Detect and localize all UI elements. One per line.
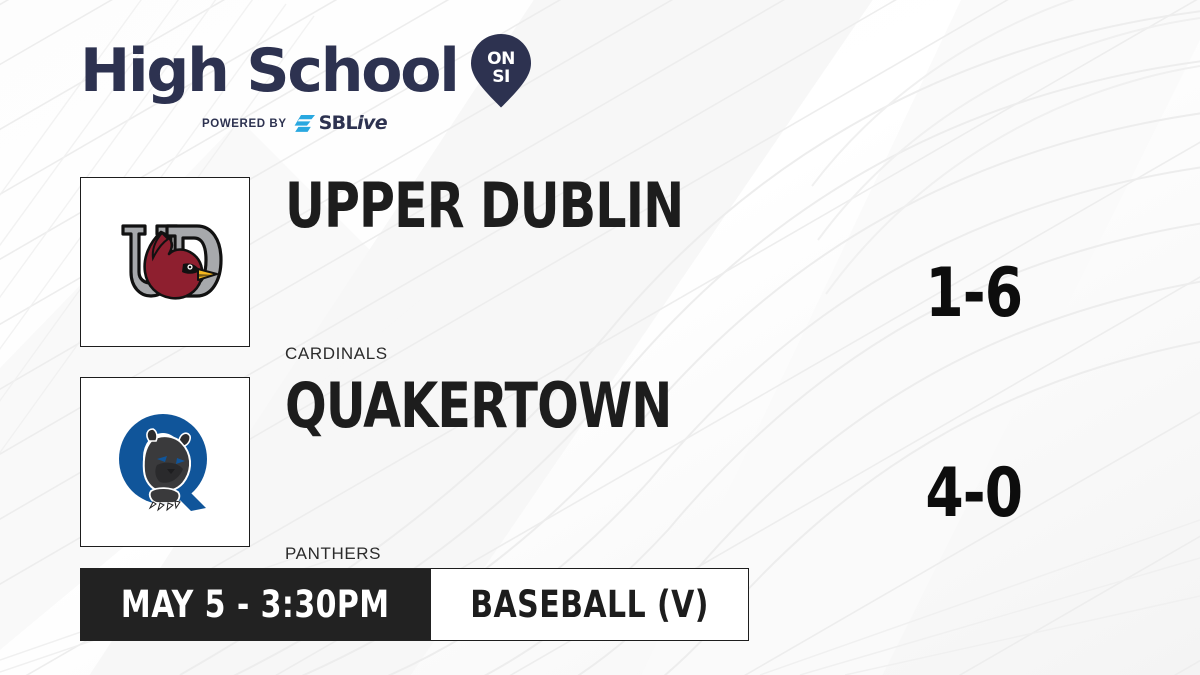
away-team-record: 1-6 [925, 254, 1023, 333]
game-sport-box: BASEBALL (V) [430, 568, 749, 641]
home-team-record: 4-0 [925, 454, 1023, 533]
brand-header: High School ON SI POWERED BY SBLive [80, 34, 532, 133]
sblive-s-icon [294, 115, 315, 132]
page-title: High School [80, 35, 460, 106]
away-team-logo-box [80, 177, 250, 347]
away-team-mascot: CARDINALS [285, 344, 388, 363]
pin-text-si: SI [492, 67, 510, 87]
sblive-logo: SBLive [294, 112, 388, 134]
quakertown-panthers-logo [119, 414, 207, 512]
home-team-name: QUAKERTOWN [285, 369, 672, 442]
powered-by-label: POWERED BY [202, 117, 287, 130]
game-sport: BASEBALL (V) [469, 583, 709, 626]
away-team-name: UPPER DUBLIN [285, 169, 684, 242]
home-team-logo-box [80, 377, 250, 547]
powered-by-row: POWERED BY SBLive [202, 114, 532, 133]
away-team-block: UPPER DUBLIN CARDINALS [285, 169, 905, 364]
on-si-pin-logo: ON SI [470, 34, 532, 108]
sblive-sbl: SBL [318, 112, 358, 134]
brand-row: High School ON SI [80, 34, 532, 108]
home-team-block: QUAKERTOWN PANTHERS [285, 369, 905, 564]
game-datetime: MAY 5 - 3:30PM [120, 583, 390, 626]
game-info-bar: MAY 5 - 3:30PM BASEBALL (V) [80, 568, 749, 641]
sblive-wordmark: SBLive [318, 112, 388, 134]
home-team-mascot: PANTHERS [285, 544, 382, 563]
upper-dublin-cardinals-logo [121, 223, 223, 300]
sblive-ive: ive [357, 112, 388, 134]
pin-text-on: ON [487, 49, 515, 69]
game-datetime-box: MAY 5 - 3:30PM [80, 568, 431, 641]
